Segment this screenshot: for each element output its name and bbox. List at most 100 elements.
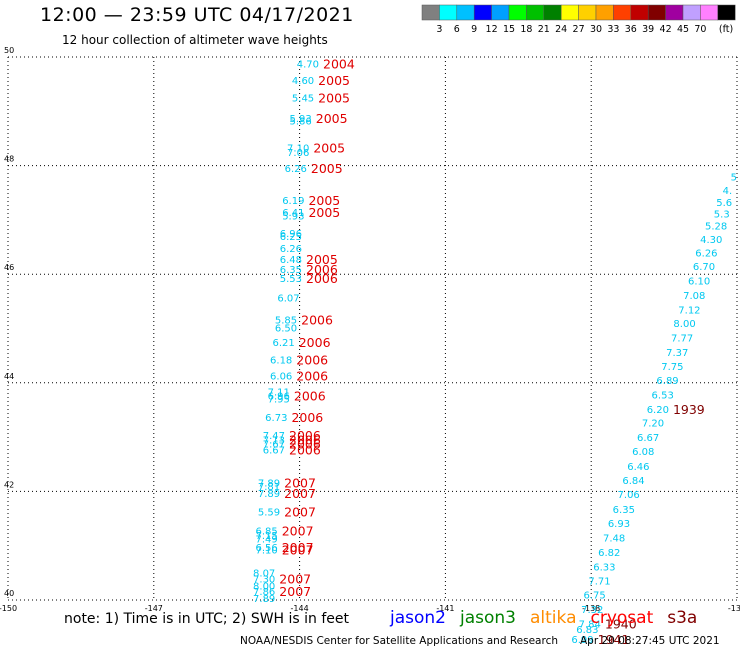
time-label: 2005 [308,205,340,220]
swh-value-label: 6.35 [280,265,302,276]
swh-value-label: 6.35 [613,505,635,516]
time-label: 1940 [605,616,637,631]
swh-value-label: 4.60 [292,76,314,87]
swh-value-label: 6.56 [255,543,277,554]
color-scale-tick: 15 [503,24,515,35]
swh-value-label: 7.77 [671,334,693,345]
color-swatch [421,4,440,21]
swh-value-label: 6.20 [647,405,669,416]
swh-value-label: 6.96 [280,229,302,240]
latitude-label: 50 [4,46,14,55]
swh-value-label: 6.89 [656,376,678,387]
footer-timestamp: Apr 20 08:27:45 UTC 2021 [580,635,720,647]
color-swatch [613,4,632,21]
time-label: 2005 [311,161,343,176]
swh-value-label: 7.84 [579,619,601,630]
time-label: 2005 [308,193,340,208]
swh-value-label: 6.26 [695,248,717,259]
footer-note: note: 1) Time is in UTC; 2) SWH is in fe… [64,611,350,627]
swh-value-label: 7.12 [678,305,700,316]
swh-value-label: 7.48 [603,534,625,545]
swh-value-label: 7.95 [268,395,290,406]
swh-value-label: 5.85 [275,315,297,326]
latitude-label: 48 [4,155,14,164]
time-label: 2006 [294,388,326,403]
latitude-labels: 50 48 46 44 42 40 [4,46,14,598]
swh-value-label: 6.73 [265,413,287,424]
swh-value-label: 6.21 [272,338,294,349]
color-scale-tick: 18 [520,24,532,35]
longitude-label: -138 [582,604,600,613]
swh-value-label: 4. [723,186,733,197]
longitude-label: -135 [728,604,740,613]
time-label: 2007 [282,523,314,538]
color-swatch [473,4,492,21]
color-scale-tick: 30 [590,24,602,35]
longitude-label: -150 [0,604,17,613]
swh-value-label: 5.93 [289,114,311,125]
time-label: 2005 [318,73,350,88]
time-label: 2006 [296,352,328,367]
swh-value-label: 6.67 [263,446,285,457]
color-swatch [491,4,510,21]
time-label: 2006 [306,262,338,277]
color-swatch [700,4,719,21]
color-scale-tick: 42 [660,24,672,35]
swh-value-label: 7.49 [255,535,277,546]
color-scale-unit: (ft) [719,24,733,35]
swh-value-label: 6.33 [593,562,615,573]
color-scale-tick: 45 [677,24,689,35]
color-scale-tick: 6 [454,24,460,35]
swh-value-label: 7.47 [263,431,285,442]
longitude-labels: -150 -147 -144 -141 -138 -135 [0,604,740,613]
color-scale-tick: 36 [625,24,637,35]
swh-value-label: 7.71 [588,576,610,587]
satellite-legend-cryosat: cryosat [590,608,654,628]
map-grid [7,56,738,601]
color-scale-tick: 21 [538,24,550,35]
time-label: 2006 [291,410,323,425]
swh-value-label: 8.07 [253,568,275,579]
color-swatch [560,4,579,21]
color-swatch [682,4,701,21]
series-s3a: 5 4.5.65.35.28 4.30 6.26 6.70 6.10 7.08 7.12 8.0… [571,172,737,647]
swh-value-label: 6.41 [282,208,304,219]
satellite-legend-jason3: jason3 [460,608,516,628]
swh-value-label: 6.75 [584,591,606,602]
time-label: 2007 [282,543,314,558]
time-label: 2006 [289,443,321,458]
color-scale-legend: 3 6 9 12 15 18 21 24 27 30 33 36 39 42 45 70 (ft) [421,4,736,35]
time-label: 2007 [284,486,316,501]
swh-value-label: 5.93 [282,212,304,223]
longitude-label: -141 [436,604,454,613]
swh-value-label: 7.10 [287,144,309,155]
swh-value-label: 6.08 [632,447,654,458]
swh-value-label: 7.08 [683,291,705,302]
swh-value-label: 5.45 [292,94,314,105]
swh-value-label: 7.81 [258,482,280,493]
swh-value-label: 4.70 [297,60,319,71]
time-label: 2007 [279,571,311,586]
swh-value-label: 6.84 [622,476,644,487]
swh-value-label: 6.06 [270,372,292,383]
time-label: 2006 [289,437,321,452]
swh-value-label: 7.13 [263,435,285,446]
swh-value-label: 7.20 [642,418,664,429]
swh-value-label: 6.46 [627,462,649,473]
swh-value-label: 7.30 [253,574,275,585]
time-label: 2007 [284,504,316,519]
swh-value-label: 6.19 [282,196,304,207]
color-scale-tick: 70 [694,24,706,35]
color-swatch [439,4,458,21]
satellite-legend-jason2: jason2 [390,608,446,628]
satellite-legend: jason2 jason3 altika cryosat s3a [390,608,711,628]
color-swatch [456,4,475,21]
swh-value-label: 7.37 [666,348,688,359]
footer-credit: NOAA/NESDIS Center for Satellite Applica… [240,635,558,647]
color-scale-tick: 24 [555,24,567,35]
swh-value-label: 6.99 [571,635,593,646]
time-label: 1941 [598,632,630,647]
swh-value-label: 7.32 [581,605,603,616]
